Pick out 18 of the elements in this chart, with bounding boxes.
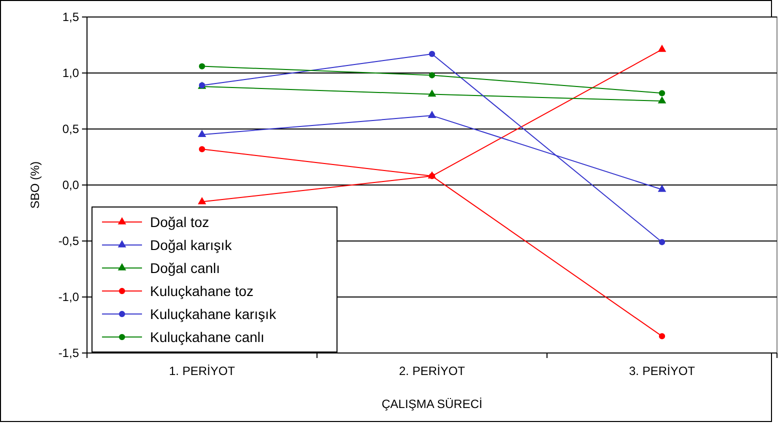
x-tick-label: 3. PERİYOT (628, 364, 696, 378)
y-tick-label: 1,0 (62, 66, 80, 80)
legend-label: Doğal toz (150, 214, 210, 230)
y-tick-label: -1,5 (58, 346, 80, 360)
y-tick-label: 0,0 (62, 178, 80, 192)
y-tick-label: -0,5 (58, 234, 80, 248)
legend-label: Kuluçkahane toz (150, 282, 254, 299)
x-tick-label: 1. PERİYOT (168, 364, 236, 378)
y-axis-title: SBO (%) (28, 161, 42, 209)
legend-label: Kuluçkahane canlı (150, 328, 264, 345)
legend-label: Kuluçkahane karışık (150, 306, 278, 322)
legend-label: Doğal canlı (150, 260, 220, 276)
y-tick-label: -1,0 (58, 290, 80, 304)
y-tick-label: 0,5 (62, 122, 80, 136)
x-axis-title: ÇALIŞMA SÜRECİ (382, 397, 482, 411)
legend-label: Doğal karışık (150, 236, 233, 253)
y-tick-label: 1,5 (62, 10, 80, 24)
x-tick-label: 2. PERİYOT (398, 364, 466, 378)
